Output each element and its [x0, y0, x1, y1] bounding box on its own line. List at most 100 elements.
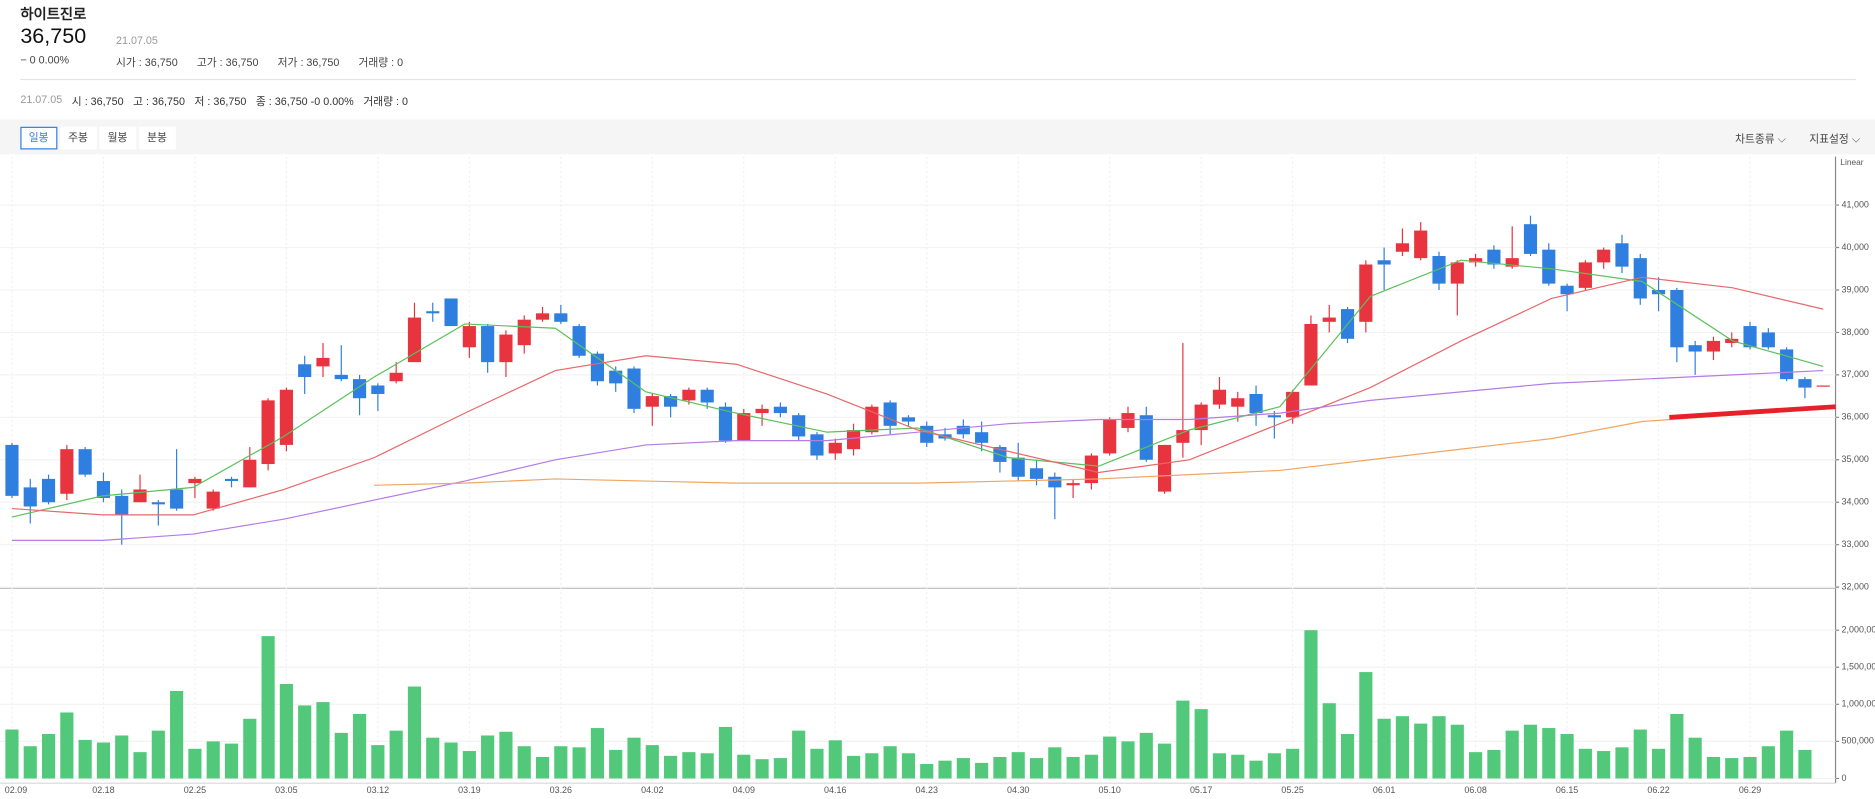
volume-bar — [444, 742, 458, 779]
candle-body — [535, 313, 550, 320]
period-button[interactable]: 일봉 — [20, 126, 57, 150]
candle-body — [170, 489, 184, 509]
volume-bar — [371, 745, 385, 779]
volume-bar — [609, 749, 623, 779]
volume-bar — [23, 746, 37, 779]
candle-body — [371, 385, 385, 394]
volume-bar — [1651, 748, 1666, 779]
volume-bar — [1560, 733, 1574, 779]
candle-body — [572, 326, 586, 356]
candle-body — [1231, 398, 1245, 407]
x-tick-label: 04.02 — [641, 785, 663, 795]
candle-body — [1304, 323, 1318, 386]
x-tick-label: 04.09 — [733, 785, 755, 795]
volume-bar — [96, 742, 111, 779]
stock-name: 하이트진로 — [20, 5, 87, 23]
candle-body — [1194, 404, 1208, 431]
candle-body — [1267, 415, 1281, 418]
period-button[interactable]: 주봉 — [59, 126, 97, 150]
x-tick-label: 06.08 — [1464, 785, 1486, 795]
volume-bar — [1103, 736, 1117, 779]
candle-body — [1432, 256, 1446, 284]
x-tick-label: 05.17 — [1190, 785, 1212, 795]
volume-bar — [1048, 747, 1062, 779]
x-tick-label: 04.30 — [1007, 785, 1029, 795]
volume-bar — [60, 712, 74, 779]
candle-body — [1139, 415, 1153, 460]
candle-body — [1542, 249, 1556, 284]
candle-body — [389, 372, 403, 382]
candle-body — [1469, 258, 1483, 263]
candle-body — [115, 495, 129, 515]
period-button[interactable]: 분봉 — [138, 126, 176, 150]
menu-button[interactable]: 지표설정 ⌵ — [1809, 132, 1860, 145]
x-tick-label: 03.26 — [550, 785, 572, 795]
candle-body — [1706, 340, 1721, 352]
info-bar: 21.07.05 시 : 36,750 고 : 36,750 저 : 36,750 종 … — [20, 93, 408, 109]
volume-bar — [243, 718, 257, 779]
x-tick-label: 05.10 — [1098, 785, 1120, 795]
info-item: 저 : 36,750 — [194, 95, 247, 108]
candle-body — [1414, 230, 1428, 259]
x-tick-label: 04.16 — [824, 785, 846, 795]
candle-body — [773, 406, 787, 414]
volume-tick-label: 500,000 — [1842, 736, 1874, 746]
period-button[interactable]: 월봉 — [99, 126, 136, 150]
candle-body — [1597, 249, 1611, 263]
volume-bar — [737, 754, 751, 779]
stat: 시가 : 36,750 — [115, 56, 178, 69]
candle-body — [1322, 317, 1336, 322]
candle-body — [1798, 379, 1812, 388]
volume-bar — [572, 747, 586, 779]
y-tick-label: 34,000 — [1842, 497, 1869, 507]
candle-body — [1249, 393, 1263, 414]
candle-body — [96, 481, 111, 498]
volume-bar — [1121, 741, 1135, 779]
volume-bar — [590, 728, 604, 779]
volume-bar — [755, 759, 769, 779]
volume-bar — [1414, 723, 1428, 779]
volume-bar — [1633, 729, 1647, 779]
volume-bar — [700, 753, 714, 779]
volume-bar — [828, 740, 842, 779]
volume-bar — [846, 755, 861, 779]
volume-bar — [1761, 746, 1775, 779]
candle-body — [920, 425, 934, 443]
candle-body — [499, 334, 513, 363]
candle-body — [1286, 391, 1300, 418]
candle-body — [1670, 289, 1684, 348]
moving-average-line — [11, 369, 1824, 541]
menu-button[interactable]: 차트종류 ⌵ — [1735, 132, 1786, 145]
candle-body — [78, 449, 92, 475]
y-tick-label: 33,000 — [1842, 539, 1869, 549]
volume-bar — [426, 737, 440, 779]
candle-body — [1505, 258, 1519, 267]
y-tick-label: 40,000 — [1842, 242, 1869, 252]
candle-body — [1011, 457, 1025, 477]
stats: 시가 : 36,750 고가 : 36,750 저가 : 36,750 거래량 : 0 — [116, 54, 403, 70]
volume-bar — [1688, 737, 1702, 779]
volume-bar — [224, 743, 239, 779]
candle-body — [664, 396, 678, 407]
candle-body — [316, 357, 330, 367]
candle-body — [883, 402, 897, 426]
y-tick-label: 32,000 — [1842, 581, 1869, 591]
stock-price: 36,750 — [20, 23, 87, 48]
candle-body — [352, 379, 367, 399]
info-item: 종 : 36,750 -0 0.00% — [255, 95, 354, 108]
volume-bar — [261, 636, 275, 779]
y-tick-label: 38,000 — [1842, 327, 1869, 337]
candle-body — [1048, 476, 1062, 488]
moving-average-line — [374, 408, 1824, 486]
volume-bar — [1322, 703, 1336, 779]
volume-bar — [993, 756, 1007, 779]
candle-body — [188, 478, 202, 484]
volume-tick-label: 0 — [1842, 773, 1847, 783]
candle-body — [1359, 264, 1373, 322]
candle-body — [718, 406, 733, 441]
volume-bar — [5, 729, 19, 779]
volume-bar — [1450, 724, 1464, 779]
